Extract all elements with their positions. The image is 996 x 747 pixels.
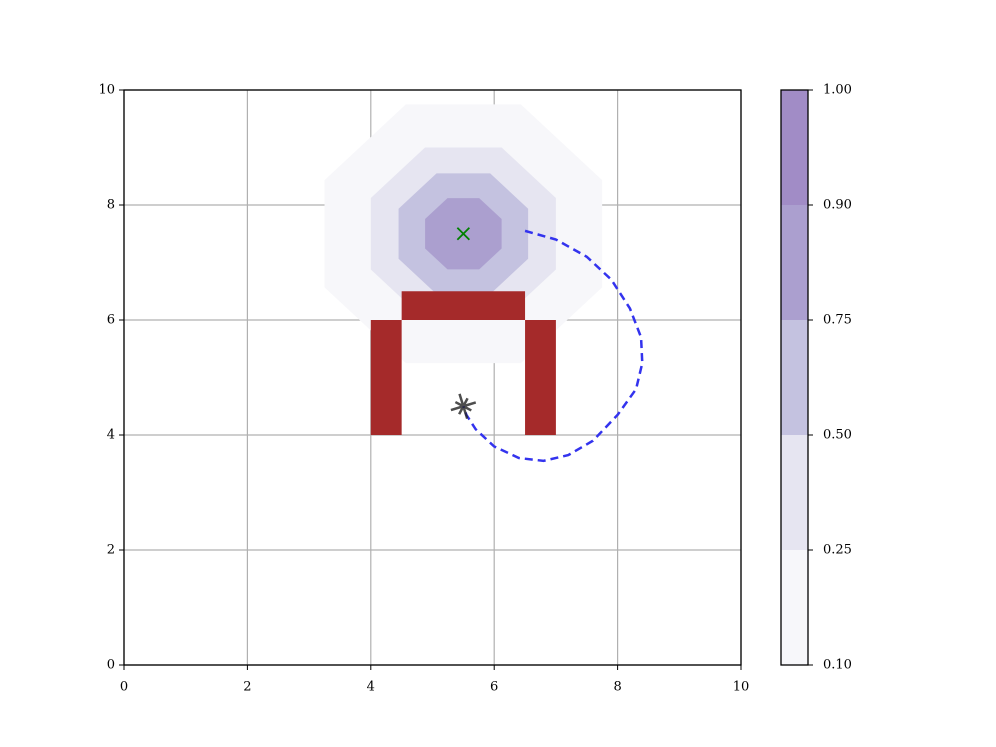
robot [450,393,477,420]
x-tick-label: 2 [243,680,251,695]
colorbar-tick-label: 0.75 [823,313,852,328]
obstacle [370,320,402,435]
y-tick-label: 10 [98,83,115,98]
y-tick-label: 4 [107,428,115,443]
colorbar-tick-label: 1.00 [823,83,852,98]
y-tick-label: 6 [107,313,115,328]
colorbar-band [781,320,808,435]
x-tick-label: 0 [120,680,128,695]
y-tick-label: 0 [107,658,115,673]
colorbar-band [781,550,808,665]
trajectory [462,229,644,463]
x-tick-label: 4 [367,680,375,695]
x-tick-label: 8 [613,680,621,695]
obstacle [401,291,526,320]
goal-marker [456,227,470,241]
colorbar-tick-label: 0.50 [823,428,852,443]
obstacle [525,320,556,435]
colorbar-band [781,205,808,320]
plot-frame [123,89,742,666]
y-tick-label: 8 [107,198,115,213]
colorbar-band [781,90,808,205]
colorbar-band [781,435,808,550]
x-tick-label: 6 [490,680,498,695]
x-tick-label: 10 [733,680,750,695]
colorbar-tick-label: 0.25 [823,543,852,558]
colorbar-tick-label: 0.10 [823,658,852,673]
y-tick-label: 2 [107,543,115,558]
colorbar-frame [780,89,809,666]
colorbar-tick-label: 0.90 [823,198,852,213]
